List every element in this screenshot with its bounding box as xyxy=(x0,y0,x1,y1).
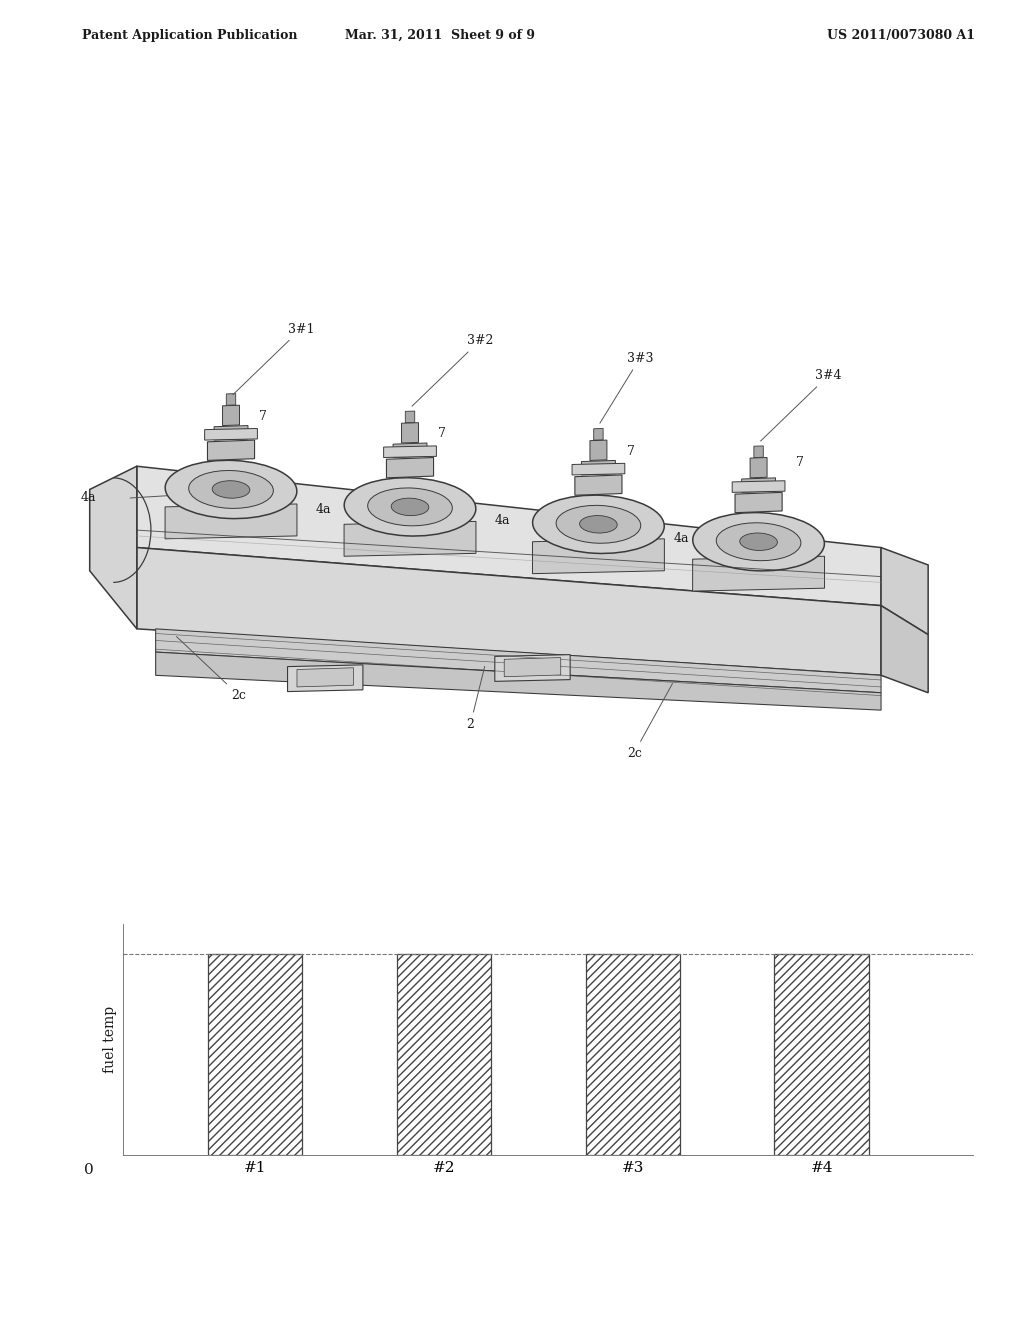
Text: 7: 7 xyxy=(438,428,446,440)
Polygon shape xyxy=(495,655,570,681)
Ellipse shape xyxy=(556,506,641,544)
Bar xyxy=(396,954,492,1155)
Polygon shape xyxy=(754,446,763,458)
Polygon shape xyxy=(741,478,775,492)
Polygon shape xyxy=(393,444,427,458)
Polygon shape xyxy=(732,480,785,492)
Polygon shape xyxy=(137,548,881,676)
Text: 7: 7 xyxy=(627,445,635,458)
Text: 7: 7 xyxy=(797,457,804,469)
Text: 3#3: 3#3 xyxy=(600,351,653,424)
Polygon shape xyxy=(288,665,362,692)
Polygon shape xyxy=(156,628,881,693)
Polygon shape xyxy=(881,548,928,635)
Text: 4a: 4a xyxy=(80,491,96,504)
Text: US 2011/0073080 A1: US 2011/0073080 A1 xyxy=(827,29,975,42)
Ellipse shape xyxy=(188,470,273,508)
Polygon shape xyxy=(532,539,665,574)
Polygon shape xyxy=(574,475,622,495)
Polygon shape xyxy=(156,652,881,710)
Bar xyxy=(208,954,302,1155)
Text: 7: 7 xyxy=(259,409,267,422)
Text: 2c: 2c xyxy=(627,684,673,759)
Ellipse shape xyxy=(165,461,297,519)
Ellipse shape xyxy=(693,512,824,570)
Text: 3#4: 3#4 xyxy=(761,370,842,441)
Polygon shape xyxy=(205,429,257,440)
Y-axis label: fuel temp: fuel temp xyxy=(103,1006,118,1073)
Polygon shape xyxy=(297,668,353,686)
Text: 4a: 4a xyxy=(315,503,332,516)
Polygon shape xyxy=(90,466,137,628)
Polygon shape xyxy=(590,440,607,461)
Bar xyxy=(774,954,869,1155)
Polygon shape xyxy=(344,521,476,556)
Text: 3#2: 3#2 xyxy=(412,334,493,407)
Polygon shape xyxy=(384,446,436,458)
Text: 4a: 4a xyxy=(495,515,510,527)
Text: 3#1: 3#1 xyxy=(233,322,314,395)
Polygon shape xyxy=(137,466,881,606)
Text: Patent Application Publication: Patent Application Publication xyxy=(82,29,297,42)
Polygon shape xyxy=(572,463,625,475)
Polygon shape xyxy=(165,504,297,539)
Polygon shape xyxy=(222,405,240,425)
Ellipse shape xyxy=(344,478,476,536)
Polygon shape xyxy=(208,440,255,461)
Text: 2c: 2c xyxy=(176,636,246,701)
Polygon shape xyxy=(226,393,236,405)
Ellipse shape xyxy=(391,498,429,516)
Text: Mar. 31, 2011  Sheet 9 of 9: Mar. 31, 2011 Sheet 9 of 9 xyxy=(345,29,536,42)
Bar xyxy=(586,954,680,1155)
Polygon shape xyxy=(751,458,767,478)
Text: 4a: 4a xyxy=(674,532,689,545)
Polygon shape xyxy=(582,461,615,475)
Polygon shape xyxy=(401,422,419,444)
Ellipse shape xyxy=(580,516,617,533)
Ellipse shape xyxy=(368,488,453,525)
Text: 0: 0 xyxy=(84,1163,94,1177)
Polygon shape xyxy=(692,556,824,591)
Polygon shape xyxy=(504,657,561,677)
Polygon shape xyxy=(735,492,782,512)
Polygon shape xyxy=(386,458,433,478)
Text: 2: 2 xyxy=(467,667,484,730)
Ellipse shape xyxy=(739,533,777,550)
Polygon shape xyxy=(406,411,415,422)
Ellipse shape xyxy=(532,495,665,553)
Polygon shape xyxy=(214,425,248,440)
Polygon shape xyxy=(881,606,928,693)
Ellipse shape xyxy=(716,523,801,561)
Polygon shape xyxy=(594,429,603,440)
Ellipse shape xyxy=(212,480,250,498)
Text: Fig.9: Fig.9 xyxy=(472,539,552,570)
